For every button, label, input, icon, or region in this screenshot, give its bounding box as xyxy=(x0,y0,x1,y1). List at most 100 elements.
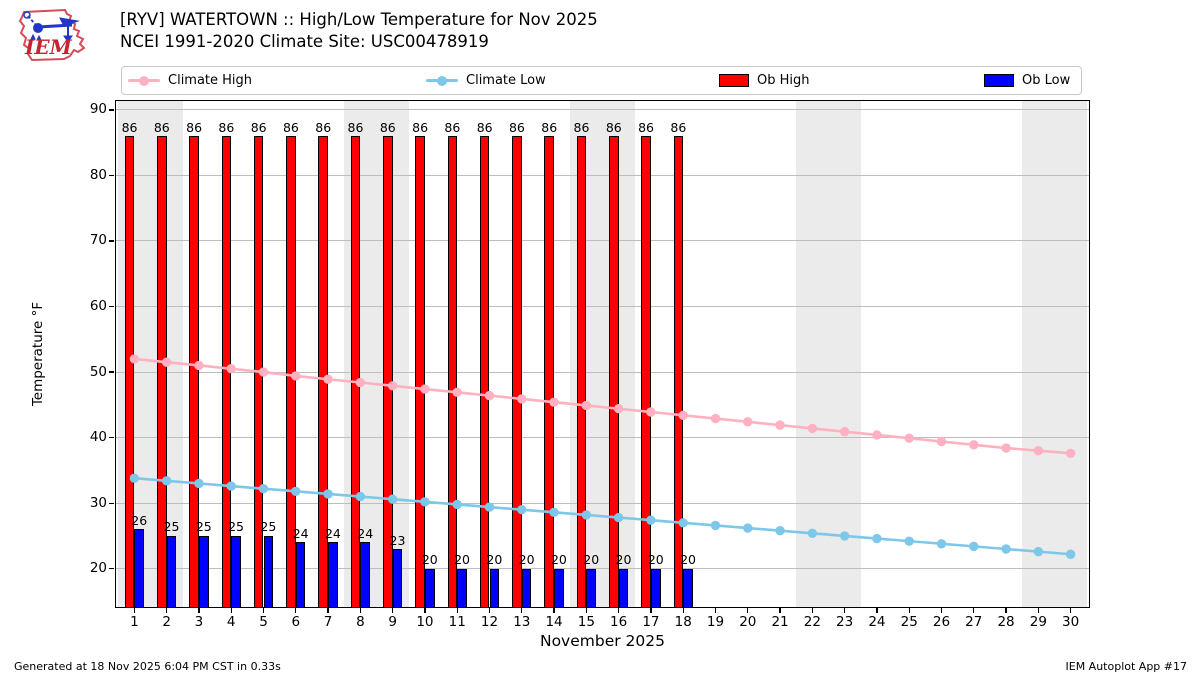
ob-high-value-label: 86 xyxy=(541,119,558,135)
x-tick xyxy=(973,608,975,613)
ob-low-value-label: 20 xyxy=(583,552,600,568)
climate-high-marker xyxy=(936,436,947,447)
ob-high-value-label: 86 xyxy=(670,119,687,135)
x-tick xyxy=(811,608,814,613)
y-tick xyxy=(109,305,114,308)
x-tick xyxy=(618,608,620,613)
climate-high-marker xyxy=(743,417,753,427)
ob-high-value-label: 86 xyxy=(347,119,364,135)
x-tick xyxy=(262,608,265,613)
ob-high-value-label: 86 xyxy=(250,119,267,135)
x-tick-label: 19 xyxy=(706,614,725,630)
x-tick-label: 2 xyxy=(162,614,171,630)
x-tick xyxy=(1037,608,1040,613)
ob-low-value-label: 25 xyxy=(228,519,245,535)
ob-high-bar xyxy=(447,136,458,608)
iem-logo-text: IEM xyxy=(24,35,73,59)
ob-low-value-label: 24 xyxy=(292,525,309,541)
x-tick-label: 12 xyxy=(480,614,499,630)
ob-low-value-label: 20 xyxy=(550,552,567,568)
x-tick-label: 26 xyxy=(932,614,951,630)
ob-high-value-label: 86 xyxy=(218,119,235,135)
generated-at-text: Generated at 18 Nov 2025 6:04 PM CST in … xyxy=(14,660,281,673)
climate-low-marker xyxy=(775,525,785,536)
ob-high-bar xyxy=(544,136,555,608)
ob-low-value-label: 20 xyxy=(486,552,503,568)
climate-low-line-sample xyxy=(426,75,458,86)
ob-high-value-label: 86 xyxy=(605,119,622,135)
ob-low-value-label: 25 xyxy=(163,519,180,535)
ob-low-bar xyxy=(198,535,209,608)
x-tick xyxy=(521,608,523,613)
gridline xyxy=(115,174,1090,176)
ob-low-bar xyxy=(650,568,661,608)
ob-high-value-label: 86 xyxy=(412,119,429,135)
y-tick xyxy=(109,174,114,177)
x-tick-label: 16 xyxy=(610,614,628,630)
x-tick xyxy=(682,608,684,613)
climate-low-marker xyxy=(1001,544,1011,554)
x-tick-label: 15 xyxy=(577,614,595,630)
gridline xyxy=(115,240,1090,242)
x-tick xyxy=(327,608,329,613)
climate-high-marker xyxy=(775,420,785,430)
climate-high-marker xyxy=(872,430,882,440)
x-tick xyxy=(876,608,878,613)
ob-low-bar xyxy=(231,535,241,608)
legend-label-climate-high: Climate High xyxy=(168,73,253,88)
x-tick xyxy=(133,608,136,613)
x-tick-label: 17 xyxy=(642,614,660,630)
ob-low-bar xyxy=(392,549,403,608)
x-tick xyxy=(585,608,588,613)
ob-low-value-label: 20 xyxy=(680,552,696,568)
x-axis-label: November 2025 xyxy=(539,632,665,650)
x-tick-label: 3 xyxy=(194,614,204,630)
ob-low-value-label: 24 xyxy=(357,525,374,541)
x-tick xyxy=(779,608,781,613)
y-tick-label: 90 xyxy=(89,101,107,118)
y-tick-label: 30 xyxy=(89,494,107,511)
ob-high-bar xyxy=(673,136,684,608)
y-tick xyxy=(109,240,114,242)
x-tick-label: 24 xyxy=(868,614,886,630)
y-tick-label: 20 xyxy=(89,560,107,577)
ob-high-bar xyxy=(253,136,264,608)
weekend-shading-band xyxy=(796,100,861,608)
y-tick-label: 60 xyxy=(89,297,107,314)
y-tick xyxy=(109,502,114,504)
climate-low-marker xyxy=(936,539,947,549)
ob-high-value-label: 86 xyxy=(508,119,525,135)
x-tick xyxy=(714,608,717,613)
x-tick xyxy=(359,608,362,613)
chart-title: [RYV] WATERTOWN :: High/Low Temperature … xyxy=(120,10,598,29)
ob-high-bar xyxy=(124,136,135,608)
x-tick xyxy=(198,608,200,613)
legend-label-ob-high: Ob High xyxy=(757,73,810,88)
ob-low-bar xyxy=(166,535,177,608)
x-tick-label: 4 xyxy=(226,614,236,630)
ob-low-value-label: 20 xyxy=(518,552,535,568)
x-tick xyxy=(940,608,943,613)
ob-high-value-label: 86 xyxy=(638,119,655,135)
ob-low-bar xyxy=(263,535,274,608)
x-tick-label: 22 xyxy=(803,614,821,630)
chart-subtitle: NCEI 1991-2020 Climate Site: USC00478919 xyxy=(120,32,489,51)
ob-low-value-label: 20 xyxy=(454,552,471,568)
ob-low-swatch-icon xyxy=(984,74,1014,87)
x-tick-label: 25 xyxy=(900,614,918,630)
weather-vane-icon xyxy=(23,11,80,43)
y-tick-label: 40 xyxy=(89,429,107,446)
iem-logo: IEM xyxy=(18,8,86,62)
ob-low-value-label: 23 xyxy=(389,532,406,548)
x-tick-label: 29 xyxy=(1029,614,1047,630)
x-tick xyxy=(908,608,910,613)
ob-low-bar xyxy=(360,542,371,608)
x-tick xyxy=(295,608,297,613)
ob-low-value-label: 20 xyxy=(421,552,438,568)
climate-high-line-sample xyxy=(128,75,160,86)
y-tick-label: 50 xyxy=(89,363,107,380)
climate-high-marker xyxy=(1001,443,1011,453)
ob-low-bar xyxy=(134,529,145,608)
climate-low-marker xyxy=(872,533,882,544)
ob-low-bar xyxy=(424,568,435,608)
